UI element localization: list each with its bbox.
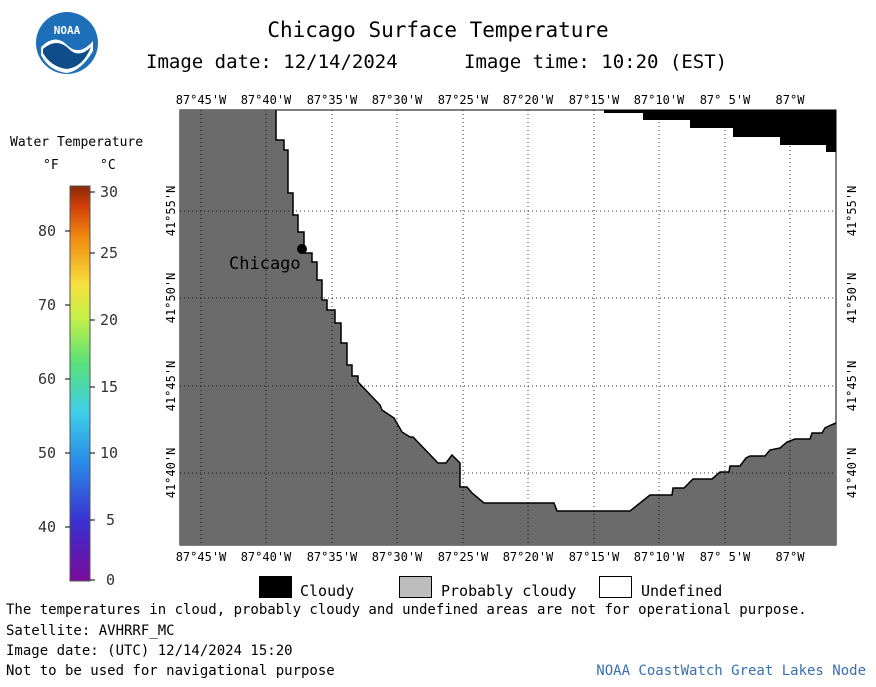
colorbar-title: Water Temperature bbox=[10, 135, 144, 150]
unit-fahrenheit: °F bbox=[43, 158, 59, 173]
image-time: Image time: 10:20 (EST) bbox=[464, 51, 728, 73]
image-date: Image date: 12/14/2024 bbox=[146, 51, 398, 73]
lon-bottom-label: 87°15'W bbox=[569, 550, 620, 564]
f-tick-80: 80 bbox=[38, 222, 56, 240]
utc-date-text: Image date: (UTC) 12/14/2024 15:20 bbox=[6, 643, 293, 659]
lon-top-label: 87°W bbox=[776, 93, 806, 107]
lat-right-label: 41°55'N bbox=[845, 186, 859, 237]
lon-bottom-label: 87°35'W bbox=[307, 550, 358, 564]
legend-cloudy-swatch bbox=[259, 576, 292, 598]
f-tick-50: 50 bbox=[38, 444, 56, 462]
legend-undefined-swatch bbox=[599, 576, 632, 598]
lat-left-label: 41°50'N bbox=[164, 273, 178, 324]
c-tick-25: 25 bbox=[100, 244, 118, 262]
c-tick-30: 30 bbox=[100, 183, 118, 201]
lat-right-label: 41°45'N bbox=[845, 361, 859, 412]
lat-right-label: 41°40'N bbox=[845, 448, 859, 499]
chicago-marker bbox=[297, 244, 307, 254]
lon-bottom-label: 87°20'W bbox=[503, 550, 554, 564]
lon-bottom-label: 87°10'W bbox=[634, 550, 685, 564]
lon-top-label: 87°45'W bbox=[176, 93, 227, 107]
lon-top-label: 87° 5'W bbox=[700, 93, 751, 107]
lon-top-label: 87°20'W bbox=[503, 93, 554, 107]
colorbar: 80 70 60 50 40 30 25 20 15 10 5 0 bbox=[38, 183, 118, 589]
lon-bottom-label: 87°40'W bbox=[241, 550, 292, 564]
c-tick-20: 20 bbox=[100, 311, 118, 329]
legend-probably-cloudy-label: Probably cloudy bbox=[441, 582, 577, 600]
disclaimer-text: The temperatures in cloud, probably clou… bbox=[6, 602, 807, 618]
f-tick-70: 70 bbox=[38, 296, 56, 314]
lat-left-label: 41°55'N bbox=[164, 186, 178, 237]
lat-left-label: 41°45'N bbox=[164, 361, 178, 412]
lon-top-label: 87°30'W bbox=[372, 93, 423, 107]
lon-bottom-label: 87°45'W bbox=[176, 550, 227, 564]
graticule bbox=[180, 110, 836, 545]
lon-top-label: 87°10'W bbox=[634, 93, 685, 107]
lon-top-label: 87°35'W bbox=[307, 93, 358, 107]
land-area bbox=[180, 110, 836, 545]
coastline bbox=[275, 110, 837, 512]
lon-bottom-label: 87°W bbox=[776, 550, 806, 564]
lon-bottom-label: 87°25'W bbox=[438, 550, 489, 564]
lon-bottom-label: 87°30'W bbox=[372, 550, 423, 564]
logo-text: NOAA bbox=[54, 24, 81, 37]
legend-probably-cloudy-swatch bbox=[399, 576, 432, 598]
credit-text: NOAA CoastWatch Great Lakes Node bbox=[596, 663, 866, 679]
cloudy-area bbox=[604, 110, 836, 152]
c-tick-5: 5 bbox=[106, 511, 115, 529]
lon-top-label: 87°25'W bbox=[438, 93, 489, 107]
map-area: Chicago 87°45'W 87°40'W 87°35'W 87°30'W … bbox=[164, 93, 859, 564]
c-tick-15: 15 bbox=[100, 378, 118, 396]
f-tick-60: 60 bbox=[38, 370, 56, 388]
c-tick-0: 0 bbox=[106, 571, 115, 589]
lat-right-label: 41°50'N bbox=[845, 273, 859, 324]
legend-undefined-label: Undefined bbox=[641, 582, 723, 600]
c-tick-10: 10 bbox=[100, 444, 118, 462]
lon-bottom-label: 87° 5'W bbox=[700, 550, 751, 564]
navigation-warning: Not to be used for navigational purpose bbox=[6, 663, 335, 679]
legend-cloudy-label: Cloudy bbox=[300, 582, 355, 600]
noaa-logo: NOAA bbox=[36, 12, 98, 74]
lon-top-label: 87°40'W bbox=[241, 93, 292, 107]
chicago-label: Chicago bbox=[229, 254, 301, 274]
satellite-text: Satellite: AVHRRF_MC bbox=[6, 623, 175, 639]
f-tick-40: 40 bbox=[38, 518, 56, 536]
page-title: Chicago Surface Temperature bbox=[267, 18, 609, 42]
lat-left-label: 41°40'N bbox=[164, 448, 178, 499]
unit-celsius: °C bbox=[100, 158, 116, 173]
lon-top-label: 87°15'W bbox=[569, 93, 620, 107]
